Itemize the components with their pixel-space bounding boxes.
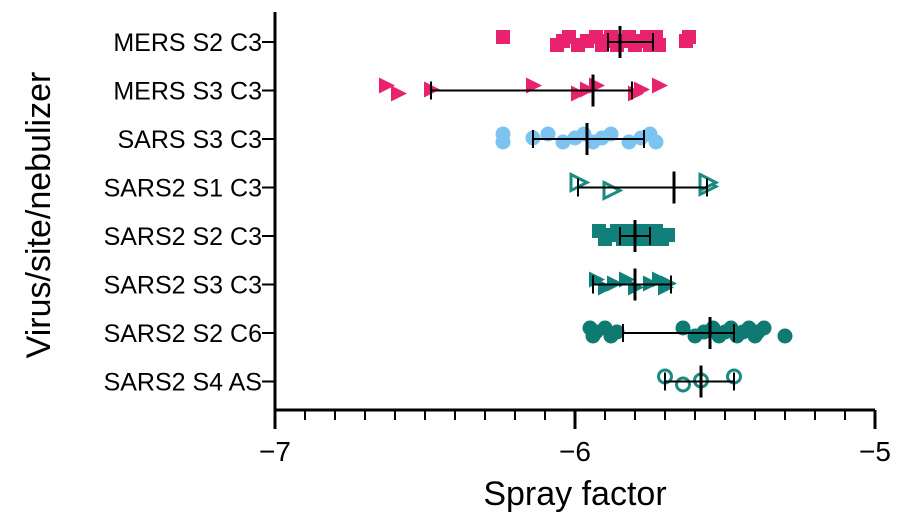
series-2: [379, 74, 668, 107]
data-point: [379, 77, 395, 94]
data-point: [495, 134, 511, 150]
data-point: [602, 180, 624, 201]
x-axis-title: Spray factor: [483, 475, 666, 513]
data-point: [777, 328, 793, 344]
data-series: [379, 26, 793, 398]
data-point: [603, 126, 619, 142]
data-point: [756, 320, 772, 336]
category-label: SARS2 S2 C3: [104, 223, 262, 251]
data-point: [652, 77, 668, 94]
category-label: SARS2 S3 C3: [104, 272, 262, 300]
category-labels: MERS S2 C3 MERS S3 C3 SARS S3 C3 SARS2 S1 C…: [104, 29, 275, 397]
axes: [273, 12, 875, 412]
series-1: [496, 26, 696, 58]
x-ticks: −7 −6 −5: [259, 410, 891, 467]
data-point: [652, 38, 666, 52]
data-point: [675, 320, 691, 336]
data-point: [609, 324, 625, 340]
data-point: [634, 81, 650, 98]
category-label: SARS S3 C3: [117, 126, 262, 154]
category-label: SARS2 S2 C6: [104, 320, 262, 348]
series-3: [495, 123, 664, 155]
data-point: [391, 85, 407, 102]
category-label: SARS2 S1 C3: [104, 175, 262, 203]
data-point: [675, 376, 691, 393]
y-axis-title: Virus/site/nebulizer: [20, 72, 58, 359]
series-7: [582, 317, 793, 349]
category-label: MERS S2 C3: [113, 29, 262, 57]
series-5: [592, 220, 675, 252]
series-6: [589, 268, 677, 301]
category-label: MERS S3 C3: [113, 78, 262, 106]
x-tick-label: −7: [259, 436, 291, 467]
data-point: [661, 228, 675, 242]
series-8: [657, 365, 742, 398]
data-point: [648, 134, 664, 150]
series-4: [569, 171, 720, 204]
data-point: [540, 126, 556, 142]
category-label: SARS2 S4 AS: [104, 369, 262, 397]
x-tick-label: −5: [859, 436, 891, 467]
data-point: [682, 30, 696, 44]
x-tick-label: −6: [559, 436, 591, 467]
data-point: [496, 30, 510, 44]
